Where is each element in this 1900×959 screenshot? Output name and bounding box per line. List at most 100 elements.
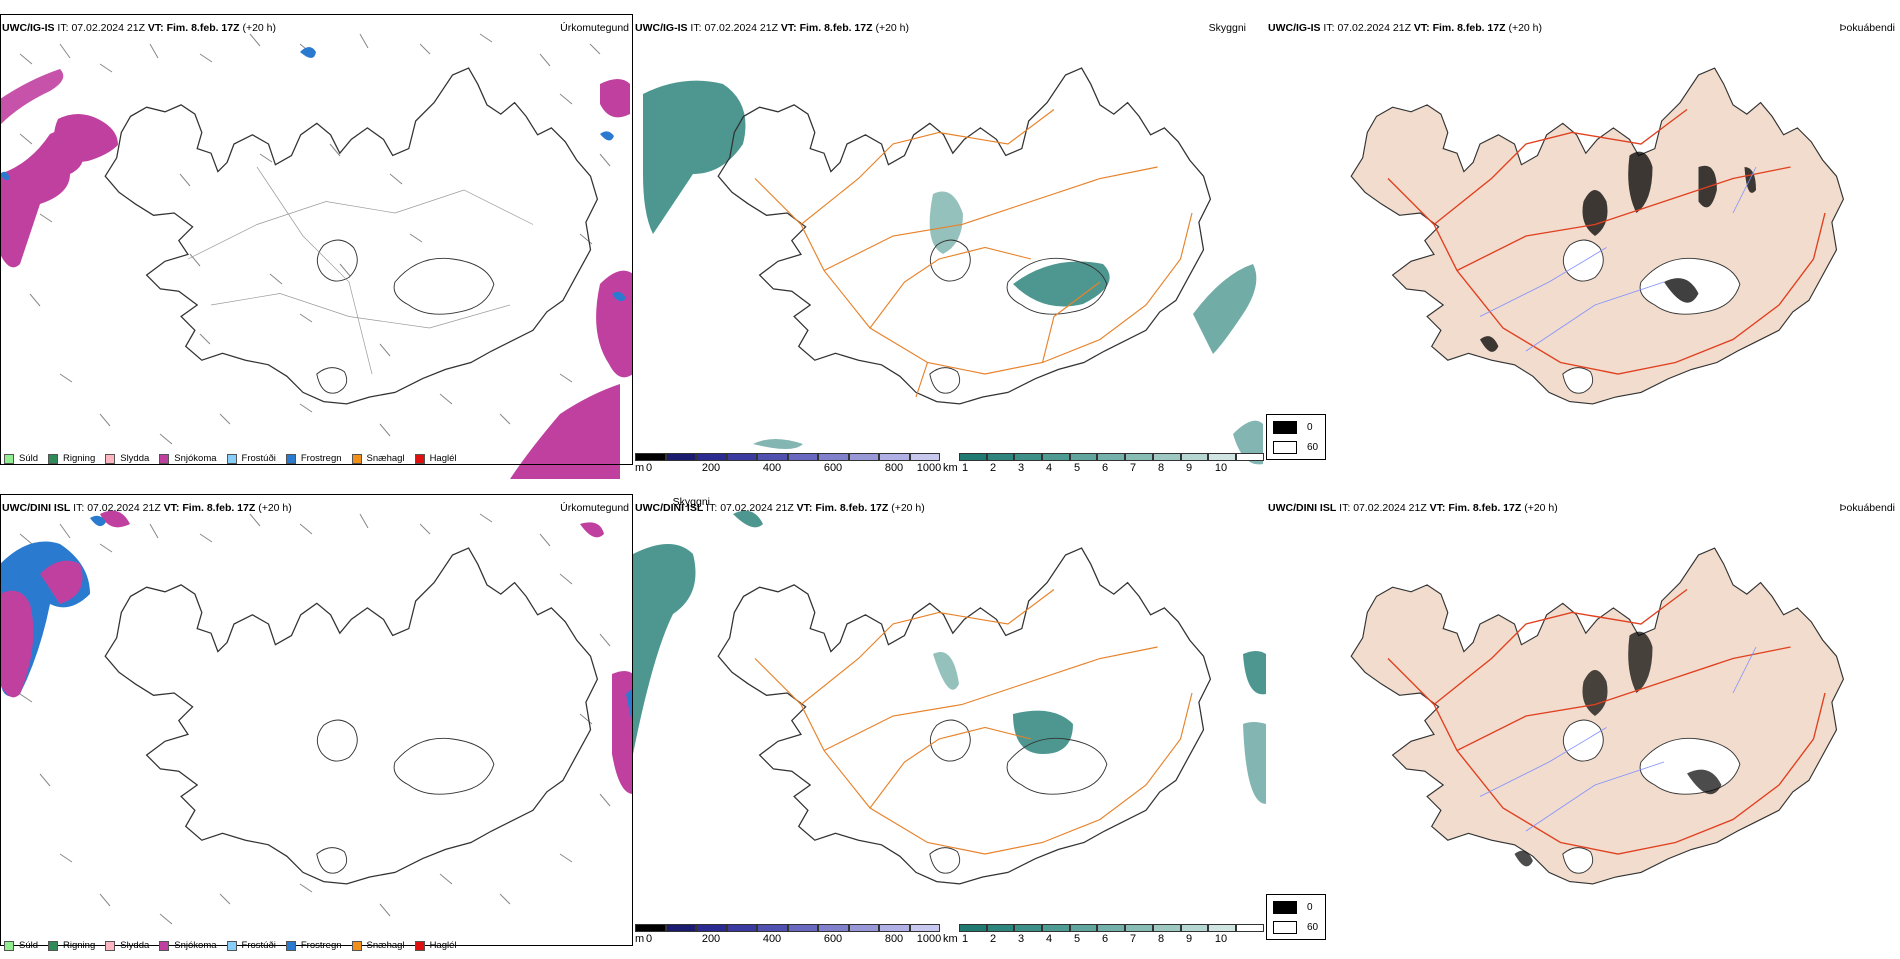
visibility-tick: 4	[1045, 462, 1053, 474]
visibility-tick: 3	[1017, 462, 1025, 474]
cloudbase-tick: 800	[884, 933, 904, 945]
visibility-tick: 8	[1157, 462, 1165, 474]
panel-header: UWC/IG-IS IT: 07.02.2024 21Z VT: Fim. 8.…	[1268, 22, 1543, 34]
legend-item: Súld	[4, 453, 38, 464]
visibility-tick: 4	[1045, 933, 1053, 945]
cloudbase-tick: 0	[645, 933, 653, 945]
panel-header: UWC/DINI ISL IT: 07.02.2024 21Z VT: Fim.…	[635, 502, 925, 514]
legend-item: Rigning	[48, 940, 95, 951]
legend-item: Frostregn	[285, 940, 342, 951]
fog-legend-value: 0	[1307, 902, 1313, 913]
legend-item: Frostregn	[285, 453, 342, 464]
precip-type-panel-bottom: UWC/DINI ISL IT: 07.02.2024 21Z VT: Fim.…	[0, 494, 633, 959]
cloudbase-unit: m	[635, 462, 645, 474]
cloudbase-tick: 200	[701, 933, 721, 945]
wind-barbs	[19, 33, 611, 445]
legend-item: Snjókoma	[159, 940, 217, 951]
fog-legend-value: 60	[1307, 922, 1319, 933]
visibility-tick: 3	[1017, 933, 1025, 945]
panel-title: Úrkomutegund	[560, 22, 629, 34]
legend-item: Haglél	[414, 453, 457, 464]
low-visibility-area	[633, 510, 1266, 804]
wind-barbs	[19, 513, 611, 925]
visibility-tick: 5	[1073, 462, 1081, 474]
fog-legend-value: 0	[1307, 422, 1313, 433]
cloudbase-unit: m	[635, 933, 645, 945]
visibility-map	[633, 510, 1266, 885]
precip-areas	[0, 510, 633, 794]
panel-title: Skyggni	[1208, 22, 1246, 34]
cloudbase-tick: 0	[645, 462, 653, 474]
panel-header: UWC/IG-IS IT: 07.02.2024 21Z VT: Fim. 8.…	[635, 22, 910, 34]
visibility-tick: 9	[1185, 462, 1193, 474]
fog-map	[1350, 67, 1844, 405]
rivers	[1479, 646, 1757, 832]
legend-item: Snæhagl	[351, 453, 405, 464]
visibility-tick: 9	[1185, 933, 1193, 945]
freezing-rain-area	[0, 47, 626, 302]
fog-legend-value: 60	[1307, 442, 1319, 453]
visibility-tick: 1	[961, 462, 969, 474]
visibility-panel-bottom: UWC/DINI ISL IT: 07.02.2024 21Z VT: Fim.…	[633, 494, 1266, 950]
visibility-tick: 10	[1214, 933, 1228, 945]
road-network	[754, 109, 1193, 398]
legend-item: Súld	[4, 940, 38, 951]
cloudbase-tick: 1000	[916, 933, 942, 945]
fog-legend: 0 60	[1266, 414, 1326, 460]
visibility-tick: 2	[989, 462, 997, 474]
fog-panel-bottom: UWC/DINI ISL IT: 07.02.2024 21Z VT: Fim.…	[1266, 494, 1899, 950]
visibility-tick: 6	[1101, 933, 1109, 945]
legend-item: Snæhagl	[351, 940, 405, 951]
cloudbase-tick: 400	[762, 933, 782, 945]
cloudbase-tick: 800	[884, 462, 904, 474]
visibility-unit: km	[943, 933, 958, 945]
rivers	[1479, 166, 1757, 352]
roads-overlay	[1387, 108, 1826, 375]
panel-header: UWC/DINI ISL IT: 07.02.2024 21Z VT: Fim.…	[2, 502, 292, 514]
cloudbase-colorbar: m 0 200 400 600 800 1000	[635, 453, 942, 475]
panel-title: Þokuábendi	[1839, 22, 1895, 34]
road-network	[754, 589, 1193, 855]
precip-type-map	[0, 33, 633, 479]
visibility-tick: 7	[1129, 462, 1137, 474]
legend-item: Frostúði	[226, 940, 276, 951]
visibility-tick: 8	[1157, 933, 1165, 945]
visibility-tick: 5	[1073, 933, 1081, 945]
panel-title: Úrkomutegund	[560, 502, 629, 514]
legend-item: Rigning	[48, 453, 95, 464]
snow-area	[0, 69, 633, 479]
fog-map	[1350, 547, 1844, 885]
precip-type-map	[0, 510, 633, 925]
panel-header: UWC/IG-IS IT: 07.02.2024 21Z VT: Fim. 8.…	[2, 22, 277, 34]
precip-legend: Súld Rigning Slydda Snjókoma Frostúði Fr…	[4, 453, 457, 464]
precip-legend: Súld Rigning Slydda Snjókoma Frostúði Fr…	[4, 940, 457, 951]
visibility-unit: km	[943, 462, 958, 474]
cloudbase-tick: 600	[823, 462, 843, 474]
panel-header: UWC/DINI ISL IT: 07.02.2024 21Z VT: Fim.…	[1268, 502, 1558, 514]
panel-title: Skyggni	[672, 496, 710, 508]
visibility-panel-top: UWC/IG-IS IT: 07.02.2024 21Z VT: Fim. 8.…	[633, 14, 1266, 479]
visibility-tick: 2	[989, 933, 997, 945]
cloudbase-tick: 1000	[916, 462, 942, 474]
fog-signal-areas	[1514, 631, 1722, 867]
visibility-tick: 10	[1214, 462, 1228, 474]
cloudbase-tick: 600	[823, 933, 843, 945]
low-visibility-area	[643, 80, 1263, 465]
cloudbase-tick: 400	[762, 462, 782, 474]
legend-item: Frostúði	[226, 453, 276, 464]
fog-legend: 0 60	[1266, 894, 1326, 940]
visibility-colorbar: km 1 2 3 4 5 6 7 8 9 10	[943, 924, 1264, 946]
cloudbase-tick: 200	[701, 462, 721, 474]
legend-item: Haglél	[414, 940, 457, 951]
fog-panel-top: UWC/IG-IS IT: 07.02.2024 21Z VT: Fim. 8.…	[1266, 14, 1899, 479]
visibility-colorbar: km 1 2 3 4 5 6 7 8 9 10	[943, 453, 1264, 475]
visibility-tick: 7	[1129, 933, 1137, 945]
legend-item: Snjókoma	[159, 453, 217, 464]
precip-type-panel-top: UWC/IG-IS IT: 07.02.2024 21Z VT: Fim. 8.…	[0, 14, 633, 479]
panel-title: Þokuábendi	[1839, 502, 1895, 514]
roads-overlay	[1387, 588, 1826, 855]
visibility-tick: 6	[1101, 462, 1109, 474]
legend-item: Slydda	[105, 940, 149, 951]
legend-item: Slydda	[105, 453, 149, 464]
visibility-map	[643, 67, 1263, 465]
